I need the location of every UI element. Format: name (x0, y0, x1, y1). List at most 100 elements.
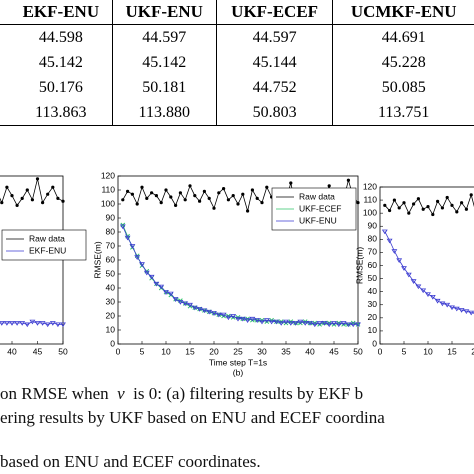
header-row: EKF-ENU UKF-ENU UKF-ECEF UCMKF-ENU (0, 0, 474, 25)
caption-line: on RMSE when v is 0: (a) filtering resul… (0, 384, 363, 404)
point (289, 181, 293, 185)
y-tick-label: 60 (368, 260, 378, 270)
series-line (122, 226, 358, 325)
point (345, 322, 352, 328)
point (207, 196, 211, 200)
point (60, 322, 66, 328)
series-line (384, 231, 474, 314)
y-tick-label: 90 (106, 212, 116, 222)
point (201, 308, 208, 314)
x-tick-label: 40 (7, 346, 17, 356)
point (331, 321, 337, 326)
point (268, 319, 275, 325)
point (9, 321, 15, 326)
point (236, 202, 240, 206)
point (226, 198, 230, 202)
y-tick-label: 110 (101, 184, 115, 194)
point (163, 290, 169, 295)
table-cell: 113.880 (111, 100, 217, 126)
point (469, 193, 473, 197)
point (41, 201, 45, 205)
point (198, 199, 202, 203)
point (335, 322, 342, 328)
point (356, 201, 360, 205)
point (259, 319, 265, 325)
point (135, 202, 139, 206)
y-tick-label: 50 (368, 273, 378, 283)
point (30, 198, 34, 202)
point (167, 291, 174, 297)
point (159, 201, 163, 205)
point (15, 203, 19, 207)
y-tick-label: 80 (368, 234, 378, 244)
point (273, 319, 280, 325)
point (420, 288, 427, 294)
legend-label: EKF-ENU (29, 245, 66, 255)
y-tick-label: 20 (106, 310, 116, 320)
y-tick-label: 110 (363, 194, 377, 204)
y-tick-label: 10 (368, 325, 378, 335)
point (340, 321, 347, 326)
point (254, 318, 261, 323)
point (263, 318, 270, 323)
table-cell: 44.597 (215, 24, 333, 50)
point (455, 210, 459, 214)
caption-symbol: v (117, 384, 125, 403)
chart: 0510152025303540455001020304050607080901… (354, 181, 474, 356)
x-tick-label: 15 (185, 346, 195, 356)
point (445, 195, 449, 200)
point (51, 185, 55, 189)
point (407, 211, 411, 215)
x-tick-label: 50 (353, 346, 363, 356)
x-tick-label: 40 (305, 346, 315, 356)
y-tick-label: 70 (368, 247, 378, 257)
y-tick-label: 60 (106, 254, 116, 264)
point (134, 255, 141, 260)
point (302, 321, 309, 326)
y-tick-label: 40 (368, 286, 378, 296)
table-cell: 50.085 (332, 75, 474, 100)
point (350, 322, 357, 328)
y-axis-label: RMSE(m) (354, 247, 364, 284)
point (421, 207, 425, 211)
point (130, 192, 134, 196)
point (405, 272, 412, 278)
point (119, 224, 126, 230)
point (143, 270, 150, 276)
point (172, 297, 179, 302)
point (381, 229, 388, 235)
table-cell: 113.863 (10, 100, 113, 126)
table-cell: 44.691 (332, 24, 474, 50)
point (434, 298, 441, 304)
point (440, 206, 444, 210)
point (145, 196, 149, 200)
legend-box (1, 229, 87, 261)
point (392, 198, 396, 202)
x-tick-label: 45 (33, 346, 43, 356)
x-tick-label: 10 (161, 346, 171, 356)
legend-label: Raw data (29, 233, 65, 243)
table-row: 50.176 50.181 44.752 50.085 (0, 75, 474, 100)
header-cell: UKF-ENU (111, 0, 217, 25)
point (183, 198, 187, 202)
point (10, 194, 14, 198)
legend-label: UKF-ECEF (299, 203, 342, 213)
table-cell: 44.597 (111, 24, 217, 50)
point (327, 184, 331, 188)
point (429, 295, 436, 300)
point (278, 321, 285, 326)
point (460, 201, 464, 205)
point (56, 196, 60, 200)
x-tick-label: 5 (402, 346, 407, 356)
series-line (122, 224, 359, 325)
point (150, 191, 154, 195)
table-cell: 50.176 (38, 78, 83, 96)
point (222, 187, 226, 191)
point (54, 322, 61, 328)
point (206, 309, 213, 315)
point (401, 266, 407, 271)
caption-line: ering results by UKF based on ENU and EC… (0, 408, 385, 427)
x-tick-label: 20 (471, 346, 474, 356)
point (292, 321, 299, 326)
